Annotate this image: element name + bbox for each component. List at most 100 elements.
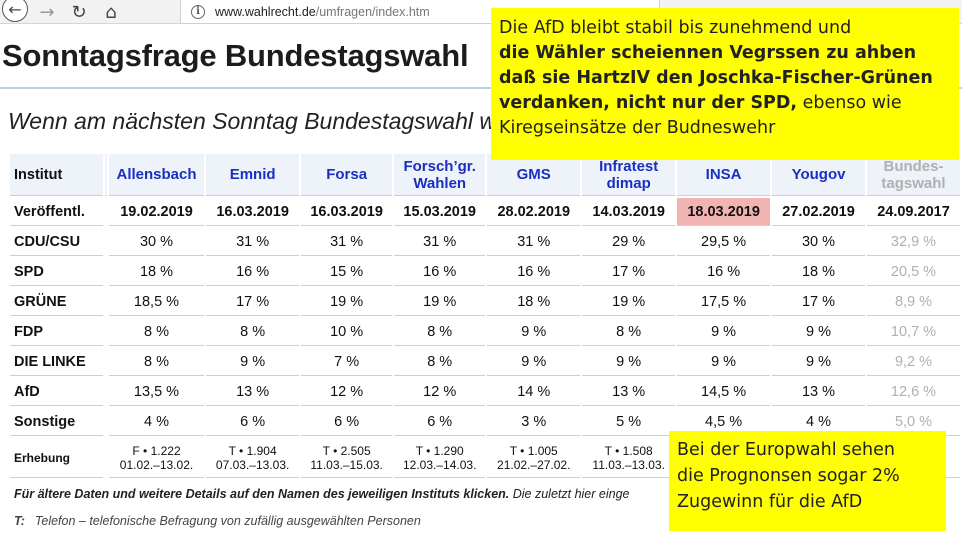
callout-bottom-line: die Prognonsen sogar 2% (677, 466, 900, 486)
poll-value-cell: 17 % (582, 258, 676, 286)
institute-header[interactable]: INSA (677, 154, 771, 196)
date-cell: 16.03.2019 (206, 198, 300, 226)
election-link[interactable]: Bundes- (883, 157, 944, 175)
date-cell: 19.02.2019 (108, 198, 205, 226)
institute-link[interactable]: Allensbach (116, 166, 197, 183)
poll-value-cell: 10,7 % (866, 318, 960, 346)
poll-value-cell: 8,9 % (866, 288, 960, 316)
poll-value-cell: 7 % (301, 348, 393, 376)
callout-top-bold-line: verdanken, nicht nur der SPD, (499, 93, 798, 113)
back-button[interactable]: ← (0, 0, 30, 24)
institute-header[interactable]: Emnid (206, 154, 300, 196)
poll-value-cell: 6 % (301, 408, 393, 436)
callout-top: Die AfD bleibt stabil bis zunehmend und … (491, 8, 959, 160)
info-icon[interactable]: i (191, 4, 205, 19)
legend-key: T: (14, 514, 25, 528)
poll-value-cell: 17 % (206, 288, 300, 316)
erhebung-period: 21.02.–27.02. (497, 457, 571, 472)
poll-value-cell: 17,5 % (677, 288, 771, 316)
institute-link[interactable]: Infratest (599, 157, 659, 175)
institute-header[interactable]: Allensbach (108, 154, 205, 196)
url-host: www.wahlrecht.de (215, 4, 316, 19)
party-row: DIE LINKE 8 % 9 % 7 % 8 % 9 % 9 % 9 % 9 % 9,2 % (10, 348, 960, 376)
institute-header[interactable]: Infratest dimap (582, 154, 676, 196)
poll-value-cell: 4 % (108, 408, 205, 436)
erhebung-label: Erhebung (10, 438, 103, 478)
poll-value-cell: 18,5 % (108, 288, 205, 316)
poll-value-cell: 31 % (206, 228, 300, 256)
institute-link[interactable]: Forsch’gr. (403, 157, 476, 175)
date-cell: 24.09.2017 (866, 198, 960, 226)
poll-value-cell: 12 % (301, 378, 393, 406)
party-row: GRÜNE 18,5 % 17 % 19 % 19 % 18 % 19 % 17,5 % 17 … (10, 288, 960, 316)
institute-header[interactable]: Forsa (301, 154, 393, 196)
party-row: FDP 8 % 8 % 10 % 8 % 9 % 8 % 9 % 9 % 10,7 % (10, 318, 960, 346)
institute-link[interactable]: Yougov (791, 166, 846, 183)
date-row: Veröffentl. 19.02.2019 16.03.2019 16.03.… (10, 198, 960, 226)
erhebung-method: T • 1.904 (228, 443, 277, 458)
poll-value-cell: 14 % (487, 378, 581, 406)
legend-line: T: Telefon – telefonische Befragung von z… (14, 514, 421, 528)
page-title: Sonntagsfrage Bundestagswahl (2, 38, 469, 73)
forward-arrow-icon[interactable]: → (39, 1, 55, 23)
institute-header[interactable]: Yougov (772, 154, 865, 196)
date-cell: 27.02.2019 (772, 198, 865, 226)
poll-value-cell: 6 % (206, 408, 300, 436)
erhebung-row: Erhebung F • 1.222 01.02.–13.02. T • 1.90… (10, 438, 960, 478)
poll-value-cell: 19 % (301, 288, 393, 316)
home-icon[interactable]: ⌂ (105, 1, 117, 23)
poll-value-cell: 31 % (301, 228, 393, 256)
erhebung-method: T • 1.290 (415, 443, 464, 458)
poll-value-cell: 8 % (206, 318, 300, 346)
poll-value-cell: 12 % (394, 378, 486, 406)
institute-link-line2[interactable]: dimap (606, 174, 651, 192)
callout-top-bold-line: die Wähler scheiennen Vegrssen zu ahben (499, 43, 917, 63)
poll-value-cell: 10 % (301, 318, 393, 346)
institute-link-line2[interactable]: Wahlen (413, 174, 467, 192)
poll-value-cell: 18 % (108, 258, 205, 286)
poll-value-cell: 16 % (487, 258, 581, 286)
poll-value-cell: 9,2 % (866, 348, 960, 376)
institute-header[interactable]: Forsch’gr. Wahlen (394, 154, 486, 196)
poll-value-cell: 30 % (772, 228, 865, 256)
callout-bottom: Bei der Europwahl sehen die Prognonsen s… (669, 431, 946, 531)
institute-link[interactable]: Emnid (229, 166, 276, 183)
poll-table: Institut Allensbach Emnid Forsa Forsch’g… (8, 152, 962, 480)
poll-value-cell: 9 % (677, 348, 771, 376)
erhebung-period: 07.03.–13.03. (215, 457, 290, 472)
erhebung-method: T • 1.005 (509, 443, 558, 458)
erhebung-method: T • 1.508 (604, 443, 653, 458)
institute-link[interactable]: INSA (705, 166, 742, 183)
institute-link[interactable]: GMS (516, 166, 551, 183)
institute-link[interactable]: Forsa (326, 166, 368, 183)
poll-value-cell: 17 % (772, 288, 865, 316)
callout-top-bold-line: daß sie HartzIV den Joschka-Fischer-Grün… (499, 68, 933, 88)
erhebung-cell: T • 1.904 07.03.–13.03. (206, 438, 300, 478)
callout-bottom-line: Zugewinn für die AfD (677, 492, 863, 512)
election-link-line2[interactable]: tagswahl (881, 174, 946, 192)
poll-value-cell: 13 % (582, 378, 676, 406)
callout-top-line4-rest: ebenso wie (797, 93, 902, 113)
election-header[interactable]: Bundes-tagswahl (866, 154, 960, 196)
poll-value-cell: 18 % (487, 288, 581, 316)
poll-value-cell: 31 % (487, 228, 581, 256)
poll-value-cell: 8 % (108, 318, 205, 346)
poll-value-cell: 30 % (108, 228, 205, 256)
poll-value-cell: 8 % (394, 318, 486, 346)
poll-value-cell: 19 % (394, 288, 486, 316)
party-row: AfD 13,5 % 13 % 12 % 12 % 14 % 13 % 14,5 % 13 % 1… (10, 378, 960, 406)
reload-icon[interactable]: ↻ (71, 1, 87, 23)
poll-value-cell: 19 % (582, 288, 676, 316)
erhebung-cell: T • 1.005 21.02.–27.02. (487, 438, 581, 478)
erhebung-cell: T • 2.505 11.03.–15.03. (301, 438, 393, 478)
footnote: Für ältere Daten und weitere Details auf… (14, 487, 629, 501)
callout-top-line5: Kiregseinsätze der Budneswehr (499, 118, 776, 138)
poll-value-cell: 9 % (487, 348, 581, 376)
party-name: DIE LINKE (10, 348, 103, 376)
institute-header[interactable]: GMS (487, 154, 581, 196)
poll-value-cell: 18 % (772, 258, 865, 286)
poll-value-cell: 8 % (108, 348, 205, 376)
footnote-bold: Für ältere Daten und weitere Details auf… (14, 487, 510, 501)
erhebung-method: T • 2.505 (322, 443, 371, 458)
date-cell: 15.03.2019 (394, 198, 486, 226)
